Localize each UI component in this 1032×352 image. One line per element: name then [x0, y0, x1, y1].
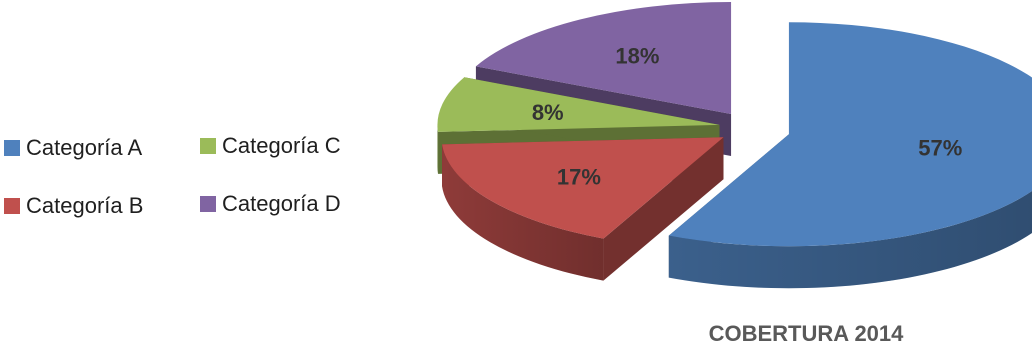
- pie-slice-top: [442, 137, 724, 239]
- legend-item-categoria-d: Categoría D: [200, 191, 341, 216]
- legend-swatch: [4, 140, 20, 156]
- pie-slices: [437, 2, 1032, 289]
- data-label-categoria-b: 17%: [557, 164, 601, 189]
- legend-item-categoria-b: Categoría B: [4, 193, 143, 218]
- pie-slice-categoria-b: [442, 137, 724, 281]
- pie-data-labels: 18% 8% 57% 17%: [532, 43, 962, 189]
- legend-label: Categoría B: [26, 193, 143, 218]
- legend-label: Categoría D: [222, 191, 341, 216]
- legend-item-categoria-a: Categoría A: [4, 135, 143, 160]
- pie-slice-top: [437, 77, 720, 132]
- pie-slice-side-shade: [442, 144, 604, 281]
- data-label-categoria-a: 57%: [918, 136, 962, 161]
- legend-label: Categoría A: [26, 135, 143, 160]
- x-axis-label: COBERTURA 2014: [709, 321, 905, 346]
- legend-swatch: [200, 196, 216, 212]
- legend-swatch: [200, 138, 216, 154]
- pie-slice-top: [475, 2, 732, 115]
- pie-slice-side-shade: [437, 124, 439, 174]
- legend-swatch: [4, 198, 20, 214]
- legend-item-categoria-c: Categoría C: [200, 133, 341, 158]
- pie-slice-side-shade: [668, 190, 1032, 289]
- legend-label: Categoría C: [222, 133, 341, 158]
- chart-legend: Categoría A Categoría B Categoría C Categor…: [4, 133, 341, 218]
- data-label-categoria-c: 8%: [532, 100, 564, 125]
- pie-slice-top: [668, 22, 1032, 247]
- pie-slice-categoria-a: [668, 22, 1032, 289]
- data-label-categoria-d: 18%: [615, 43, 659, 68]
